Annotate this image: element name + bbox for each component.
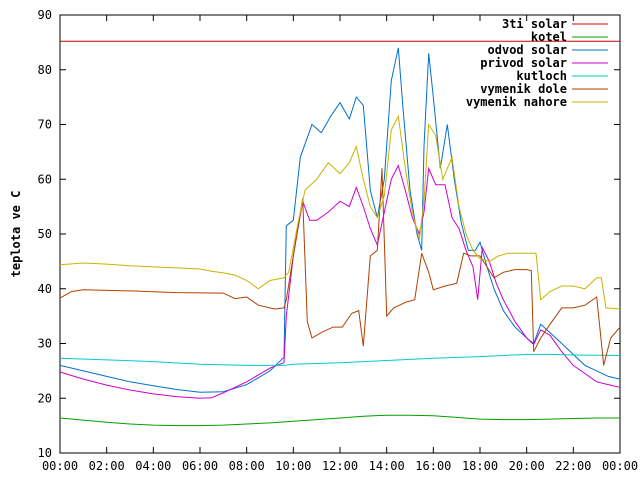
- x-tick-label: 04:00: [135, 459, 171, 473]
- x-tick-label: 14:00: [369, 459, 405, 473]
- axis-ticks: 10 20 30 40 50 60 70 80 90 00:00 02:00 04:00 06:00 08…: [38, 8, 639, 473]
- y-tick-label: 90: [38, 8, 52, 22]
- x-tick-label: 06:00: [182, 459, 218, 473]
- series-line-4: [59, 353, 621, 366]
- legend-label: vymenik dole: [480, 82, 567, 96]
- y-tick-label: 20: [38, 391, 52, 405]
- legend-label: kutloch: [516, 69, 567, 83]
- y-tick-label: 10: [38, 446, 52, 460]
- series-lines: [59, 40, 621, 427]
- series-line-3: [59, 164, 621, 399]
- legend-label: 3ti solar: [502, 17, 567, 31]
- x-tick-label: 12:00: [322, 459, 358, 473]
- y-tick-label: 60: [38, 172, 52, 186]
- x-tick-label: 02:00: [89, 459, 125, 473]
- y-tick-label: 50: [38, 227, 52, 241]
- legend-label: privod solar: [480, 56, 567, 70]
- x-tick-label: 08:00: [229, 459, 265, 473]
- y-tick-label: 80: [38, 63, 52, 77]
- x-tick-label: 10:00: [275, 459, 311, 473]
- x-tick-label: 20:00: [509, 459, 545, 473]
- series-line-1: [59, 414, 620, 427]
- legend-label: kotel: [531, 30, 567, 44]
- legend-label: odvod solar: [488, 43, 567, 57]
- x-tick-label: 00:00: [42, 459, 78, 473]
- y-tick-label: 70: [38, 118, 52, 132]
- y-tick-label: 40: [38, 282, 52, 296]
- y-tick-label: 30: [38, 337, 52, 351]
- x-tick-label: 18:00: [462, 459, 498, 473]
- legend-label: vymenik nahore: [466, 95, 567, 109]
- x-tick-label: 16:00: [415, 459, 451, 473]
- y-axis-label: teplota ve C: [9, 191, 23, 278]
- x-tick-label: 00:00: [602, 459, 638, 473]
- series-line-5: [59, 168, 621, 366]
- series-line-6: [59, 114, 621, 310]
- x-tick-label: 22:00: [555, 459, 591, 473]
